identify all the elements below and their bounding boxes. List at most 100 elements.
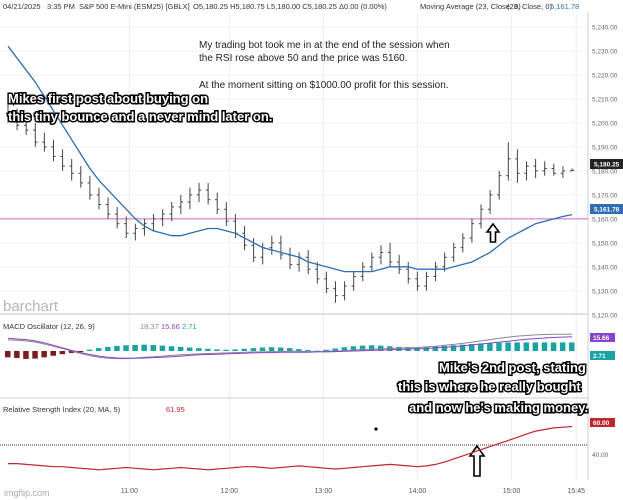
- price-tick-label: 5,160.00: [592, 216, 618, 223]
- candle: [105, 197, 111, 219]
- note-line-2: the RSI rose above 50 and the price was …: [199, 53, 407, 64]
- header-symbol: S&P 500 E-Mini (ESM25) [GBLX]: [79, 2, 190, 11]
- macd-histogram-bar: [450, 345, 457, 351]
- up-arrow-rsi-icon: [468, 444, 486, 477]
- last-price-tag-text: 5,180.25: [594, 162, 620, 169]
- moving-average-line: [7, 45, 573, 273]
- macd-histogram-bar: [132, 344, 138, 351]
- macd-histogram-bar: [468, 344, 475, 351]
- macd-histogram-bar: [59, 351, 66, 355]
- candle: [133, 223, 138, 241]
- candle: [114, 206, 120, 229]
- candle: [497, 170, 502, 200]
- macd-histogram-bar: [196, 348, 202, 351]
- macd-histogram-bar: [105, 346, 111, 351]
- candle: [142, 218, 147, 236]
- macd-histogram-bar: [159, 345, 166, 351]
- macd-histogram-bar: [441, 345, 448, 351]
- macd-histogram-bar: [532, 342, 539, 351]
- candle: [224, 202, 229, 227]
- header-date: 04/21/2025: [3, 2, 41, 11]
- rsi-tag: 60.00: [590, 418, 615, 427]
- candle: [569, 168, 575, 172]
- macd-histogram-bar: [5, 351, 11, 358]
- macd-histogram-bar: [496, 342, 502, 351]
- candle: [460, 233, 466, 253]
- candle: [42, 132, 47, 152]
- macd-histogram-bar: [250, 348, 257, 351]
- header-time: 3:35 PM: [47, 2, 75, 11]
- note-line-1: My trading bot took me in at the end of …: [199, 40, 450, 51]
- time-tick-label: 13:00: [315, 488, 333, 495]
- macd-histogram-bar: [377, 345, 384, 351]
- candle: [178, 194, 184, 215]
- rsi-dot-marker: [374, 427, 378, 431]
- macd-histogram-bar: [423, 347, 429, 351]
- time-tick-label: 12:00: [221, 488, 239, 495]
- price-tick-label: 5,130.00: [592, 288, 618, 295]
- macd-histogram-bar: [68, 351, 75, 353]
- macd-value-2: 15.66: [161, 322, 180, 331]
- price-tick-label: 5,210.00: [592, 96, 618, 103]
- candle: [415, 271, 420, 291]
- candle: [524, 161, 529, 181]
- candle: [169, 202, 174, 222]
- candle: [406, 262, 411, 284]
- macd-tag-1-text: 15.66: [593, 335, 610, 342]
- price-tick-label: 5,240.00: [592, 24, 618, 31]
- macd-histogram-bar: [359, 345, 366, 351]
- time-axis-ticks: 11:00 12:00 13:00 14:00 15:00 15:45: [121, 488, 585, 495]
- ma-price-tag-text: 5,161.78: [594, 207, 620, 214]
- macd-histogram-bar: [32, 351, 38, 359]
- rsi-tag-bg: [590, 418, 615, 427]
- candle: [96, 187, 102, 210]
- time-tick-label: 11:00: [121, 488, 138, 495]
- macd-histogram-bar: [123, 345, 129, 351]
- macd-histogram-bar: [541, 342, 548, 351]
- macd-histogram-bar: [550, 342, 557, 351]
- ma-price-tag-bg: [590, 204, 623, 214]
- macd-signal-line: [7, 336, 573, 359]
- macd-histogram-bar: [332, 348, 338, 351]
- time-tick-label: 14:00: [409, 488, 427, 495]
- candle: [333, 281, 338, 303]
- macd-histogram-bar: [505, 342, 511, 351]
- macd-histogram-bar: [95, 348, 102, 351]
- price-tick-label: 5,150.00: [592, 240, 618, 247]
- candle: [51, 139, 56, 162]
- macd-tag-2-text: 2.71: [593, 353, 606, 360]
- candle: [78, 166, 83, 188]
- macd-value-1: 18.37: [140, 322, 159, 331]
- macd-histogram-bar: [50, 351, 56, 356]
- price-tick-label: 5,170.00: [592, 192, 618, 199]
- candle: [151, 214, 156, 231]
- candle: [478, 204, 484, 229]
- price-axis-ticks: 5,240.00 5,230.00 5,220.00 5,210.00 5,200.00…: [592, 24, 618, 319]
- candle: [315, 262, 320, 284]
- macd-histogram-bar: [296, 349, 302, 351]
- macd-histogram-bar: [214, 349, 220, 351]
- note-line-3: At the moment sitting on $1000.00 profit…: [199, 80, 449, 91]
- candle: [433, 262, 438, 282]
- macd-histogram-bar: [277, 347, 284, 351]
- price-tick-label: 5,200.00: [592, 120, 618, 127]
- candlestick-series: [5, 98, 575, 303]
- candle: [33, 122, 38, 147]
- macd-tag-2-bg: [590, 351, 615, 360]
- candle: [342, 281, 347, 301]
- header-ma-params: (23, Close, 0): [507, 2, 553, 11]
- candle: [515, 149, 520, 183]
- candle: [424, 271, 429, 291]
- rsi-line: [8, 425, 573, 471]
- macd-histogram-bar: [287, 348, 293, 351]
- candle: [60, 149, 65, 171]
- candle: [215, 192, 220, 215]
- price-tick-label: 5,190.00: [592, 144, 618, 151]
- candle: [442, 252, 447, 272]
- candle: [196, 182, 202, 203]
- macd-histogram-bar: [114, 345, 120, 351]
- macd-tag-2: 2.71: [590, 351, 615, 360]
- candle: [351, 271, 356, 291]
